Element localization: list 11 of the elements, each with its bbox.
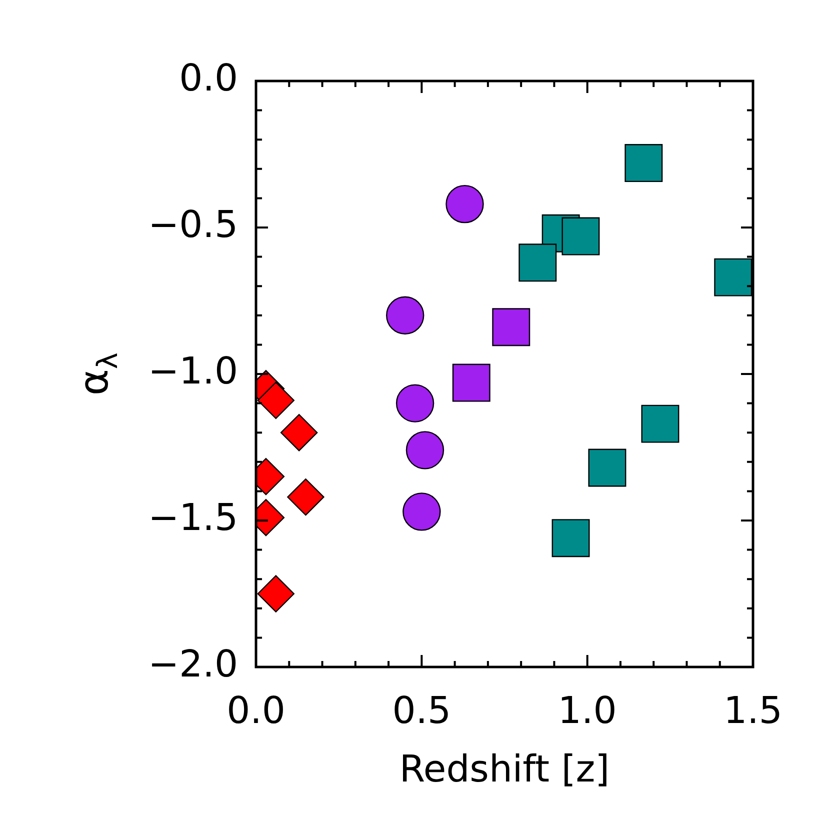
x-tick-label: 1.5 [724, 688, 782, 732]
x-tick-label: 1.0 [558, 688, 617, 732]
y-tick-label: 0.0 [179, 56, 238, 100]
x-tick-label: 0.0 [226, 688, 286, 732]
x-axis-title: Redshift [z] [399, 748, 610, 791]
y-tick-label: −0.5 [148, 203, 238, 246]
y-tick-label: −2.0 [148, 642, 238, 686]
x-tick-label: 0.5 [392, 688, 452, 732]
y-tick-label: −1.5 [148, 496, 238, 540]
y-tick-label: −1.0 [148, 350, 238, 393]
y-axis-title: αλ [71, 352, 124, 396]
